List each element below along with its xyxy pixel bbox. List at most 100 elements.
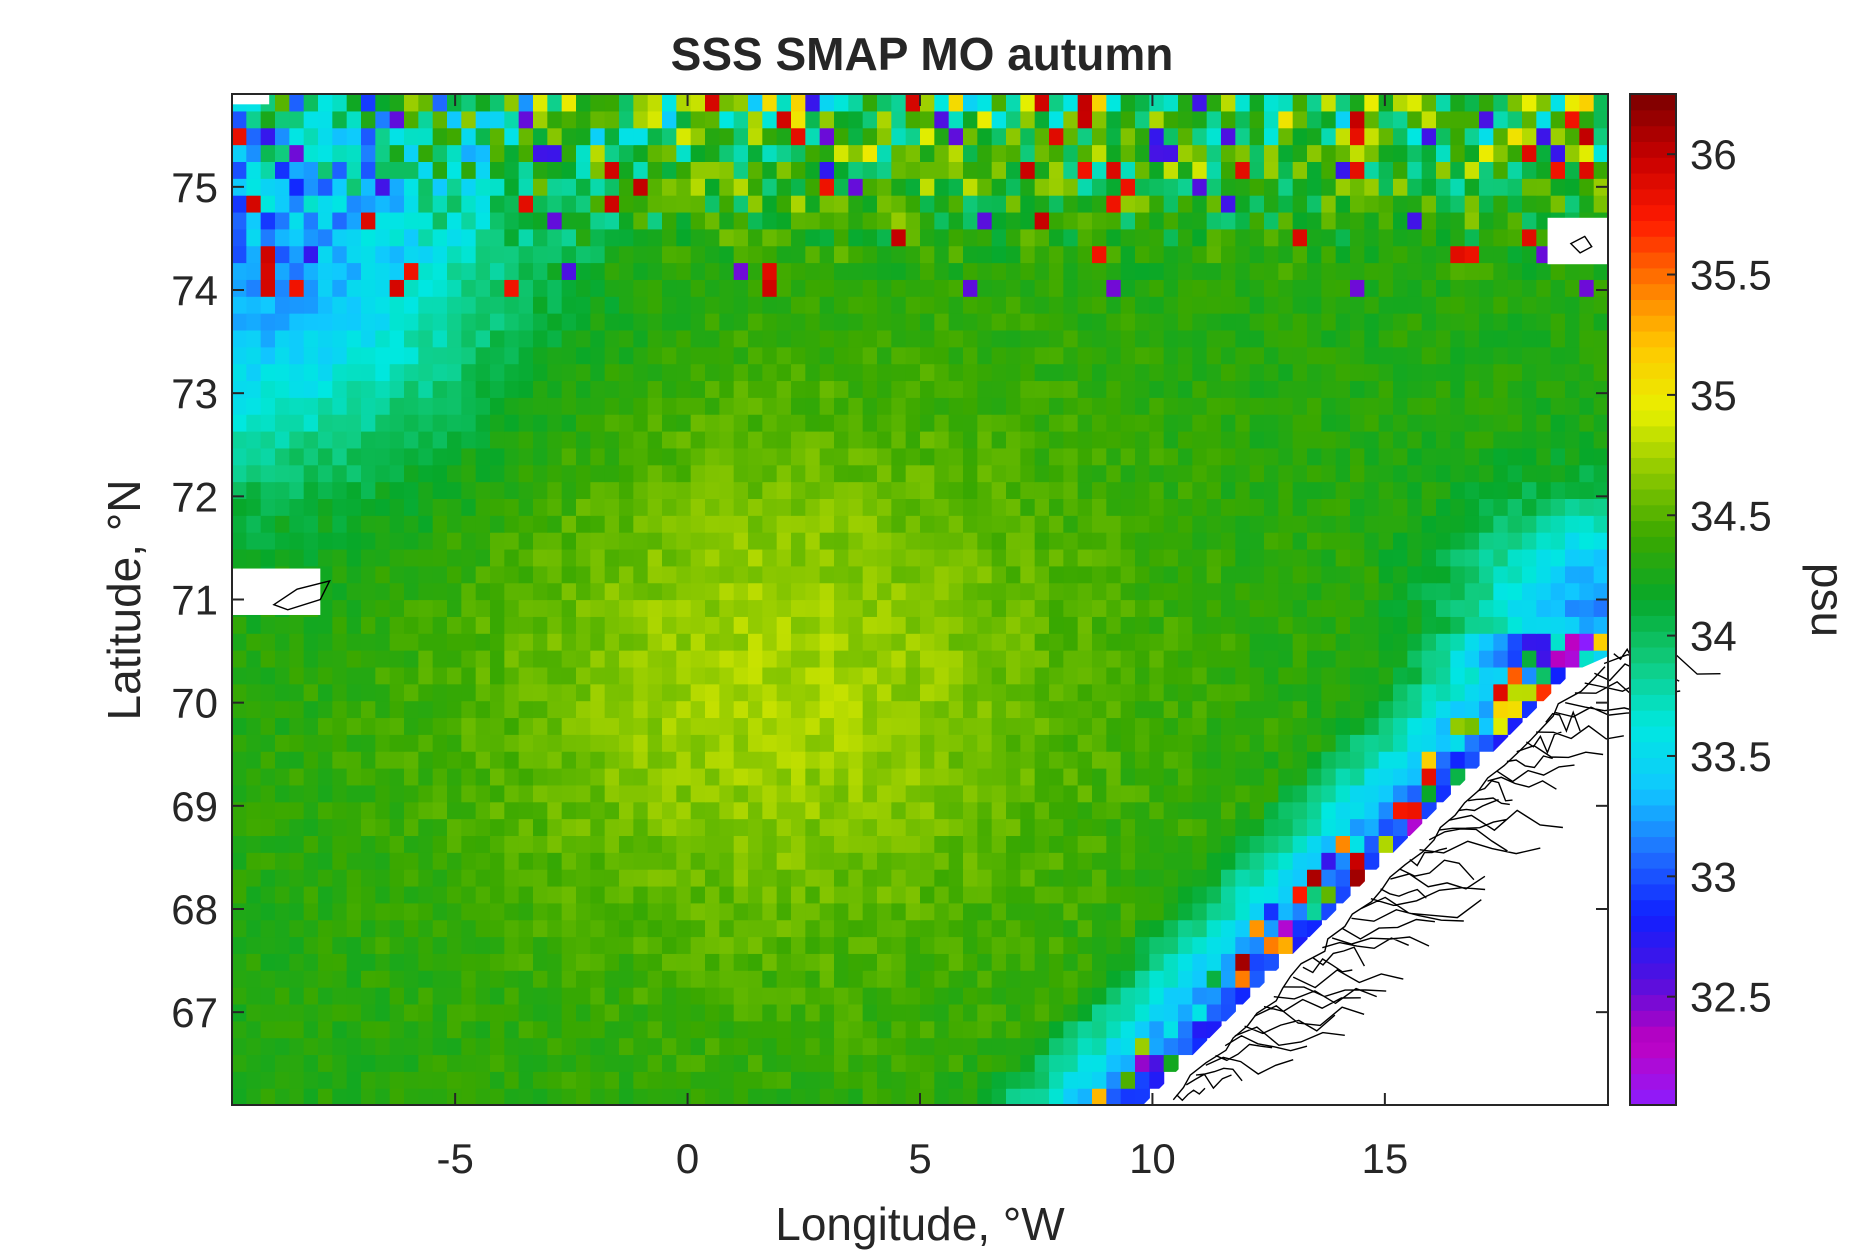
heatmap-cell (1522, 414, 1537, 432)
heatmap-cell (891, 650, 907, 668)
heatmap-cell (991, 616, 1007, 634)
heatmap-cell (977, 1054, 993, 1072)
heatmap-cell (819, 296, 835, 314)
heatmap-cell (776, 565, 792, 584)
heatmap-cell (576, 178, 591, 196)
heatmap-cell (518, 835, 534, 853)
heatmap-cell (289, 296, 305, 314)
heatmap-cell (1507, 161, 1523, 179)
heatmap-cell (748, 1020, 763, 1039)
heatmap-cell (547, 582, 563, 601)
heatmap-cell (733, 1088, 749, 1106)
heatmap-cell (991, 650, 1007, 668)
heatmap-cell (733, 717, 749, 735)
heatmap-cell (619, 751, 634, 769)
heatmap-cell (762, 1037, 778, 1056)
heatmap-cell (547, 987, 563, 1005)
heatmap-cell (418, 565, 434, 584)
heatmap-cell (1192, 178, 1208, 196)
heatmap-cell (1092, 1054, 1107, 1072)
heatmap-cell (346, 852, 362, 870)
heatmap-cell (1321, 498, 1337, 516)
heatmap-cell (375, 953, 391, 971)
heatmap-cell (1464, 599, 1480, 617)
heatmap-cell (791, 717, 806, 735)
heatmap-cell (533, 650, 548, 668)
heatmap-cell (633, 717, 649, 735)
heatmap-cell (1579, 262, 1595, 280)
heatmap-cell (791, 498, 806, 516)
heatmap-cell (877, 296, 892, 314)
heatmap-cell (1493, 616, 1509, 634)
heatmap-cell (1536, 532, 1552, 550)
heatmap-cell (1421, 447, 1437, 466)
heatmap-cell (1092, 835, 1107, 853)
heatmap-cell (705, 245, 720, 264)
heatmap-cell (590, 902, 606, 921)
heatmap-cell (1421, 296, 1437, 314)
heatmap-cell (590, 481, 606, 499)
heatmap-cell (1292, 515, 1308, 533)
heatmap-cell (1350, 346, 1365, 365)
heatmap-cell (1593, 161, 1609, 179)
heatmap-cell (690, 565, 706, 584)
heatmap-cell (662, 296, 677, 314)
heatmap-cell (246, 548, 262, 567)
heatmap-cell (1321, 481, 1337, 499)
heatmap-cell (232, 902, 247, 921)
heatmap-cell (920, 245, 935, 264)
heatmap-cell (232, 431, 247, 449)
heatmap-cell (1178, 987, 1193, 1005)
heatmap-cell (662, 801, 677, 820)
heatmap-cell (1020, 363, 1036, 382)
heatmap-cell (1077, 768, 1093, 786)
heatmap-cell (1307, 700, 1322, 719)
heatmap-cell (1034, 936, 1050, 954)
heatmap-cell (1335, 801, 1351, 820)
heatmap-cell (1135, 195, 1150, 213)
heatmap-cell (375, 683, 391, 702)
heatmap-cell (1507, 599, 1523, 617)
heatmap-cell (404, 498, 419, 516)
heatmap-cell (1192, 144, 1208, 162)
heatmap-cell (991, 262, 1007, 280)
heatmap-cell (375, 380, 391, 398)
heatmap-cell (547, 885, 563, 904)
heatmap-cell (1407, 633, 1423, 651)
heatmap-cell (490, 1054, 505, 1072)
heatmap-cell (848, 144, 864, 162)
heatmap-cell (375, 1020, 391, 1039)
heatmap-cell (805, 835, 821, 853)
heatmap-cell (318, 599, 333, 617)
heatmap-cell (934, 380, 950, 398)
heatmap-cell (1335, 447, 1351, 466)
heatmap-cell (1264, 228, 1279, 247)
heatmap-cell (1063, 599, 1079, 617)
heatmap-cell (461, 363, 477, 382)
heatmap-cell (776, 751, 792, 769)
heatmap-cell (1163, 161, 1179, 179)
heatmap-cell (260, 532, 276, 550)
heatmap-cell (676, 835, 692, 853)
heatmap-cell (590, 262, 606, 280)
heatmap-cell (1149, 734, 1165, 752)
heatmap-cell (289, 633, 305, 651)
heatmap-cell (1593, 195, 1609, 213)
heatmap-cell (375, 211, 391, 230)
heatmap-cell (963, 582, 978, 601)
heatmap-cell (518, 784, 534, 803)
heatmap-cell (418, 869, 434, 887)
heatmap-cell (1550, 363, 1566, 382)
heatmap-cell (1006, 1071, 1021, 1089)
heatmap-cell (533, 700, 548, 719)
heatmap-cell (1206, 447, 1222, 466)
heatmap-cell (1536, 414, 1552, 432)
heatmap-cell (461, 1003, 477, 1022)
heatmap-cell (475, 633, 491, 651)
heatmap-cell (676, 431, 692, 449)
heatmap-cell (1550, 447, 1566, 466)
heatmap-cell (920, 346, 935, 365)
heatmap-cell (504, 498, 520, 516)
heatmap-cell (318, 548, 333, 567)
heatmap-cell (289, 852, 305, 870)
